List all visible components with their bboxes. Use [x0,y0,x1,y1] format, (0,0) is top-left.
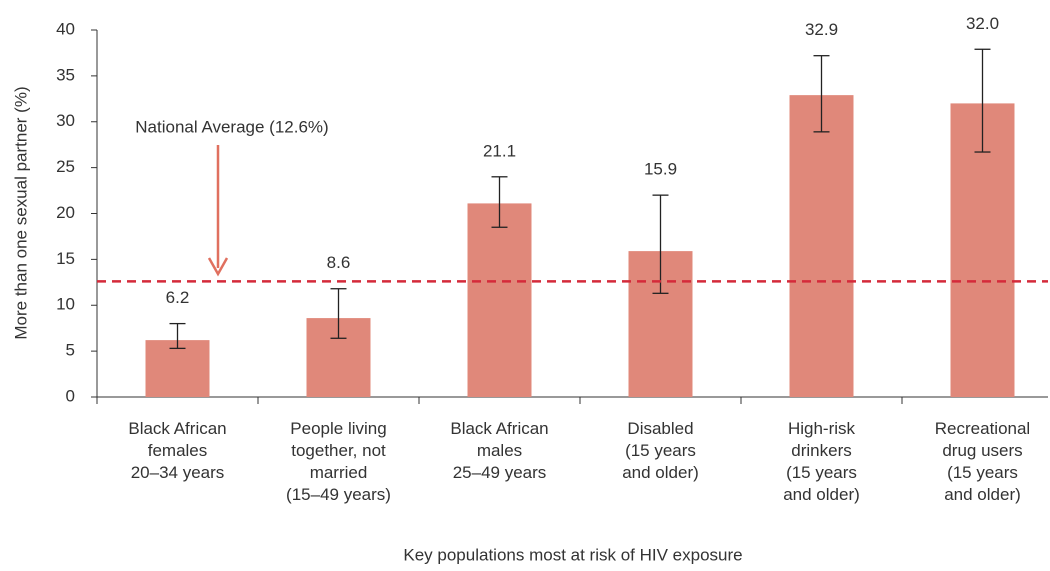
x-tick-label: High-risk drinkers (15 years and older) [783,419,860,504]
error-bar [491,176,508,228]
y-tick-label: 10 [56,295,75,314]
y-tick-label: 25 [56,157,75,176]
x-tick-label: Recreational drug users (15 years and older… [935,419,1030,504]
y-tick-label: 20 [56,203,75,222]
y-tick-label: 35 [56,65,75,84]
bar [145,340,210,397]
error-bar [169,322,186,350]
y-tick-label: 30 [56,111,75,130]
data-label: 32.9 [805,20,838,39]
y-tick-label: 15 [56,249,75,268]
x-tick-label: Disabled (15 years and older) [622,419,699,482]
bar [467,203,532,397]
x-tick-label: People living together, not married (15–49 … [286,419,391,504]
data-label: 21.1 [483,141,516,160]
y-axis-title: More than one sexual partner (%) [11,86,30,339]
data-label: 15.9 [644,160,677,179]
x-axis-title: Key populations most at risk of HIV expo… [403,545,742,564]
error-bar [974,48,991,153]
y-tick-label: 40 [56,19,75,38]
data-label: 6.2 [166,288,190,307]
error-bar [330,288,347,339]
data-label: 8.6 [327,253,351,272]
error-bar [813,55,830,133]
y-tick-label: 5 [66,341,75,360]
x-tick-label: Black African males 25–49 years [450,419,548,482]
x-tick-label: Black African females 20–34 years [128,419,226,482]
bar [789,95,854,397]
reference-label: National Average (12.6%) [135,117,328,136]
y-tick-label: 0 [66,386,75,405]
annotation-arrowhead [207,257,229,277]
data-label: 32.0 [966,14,999,33]
error-bar [652,194,669,294]
